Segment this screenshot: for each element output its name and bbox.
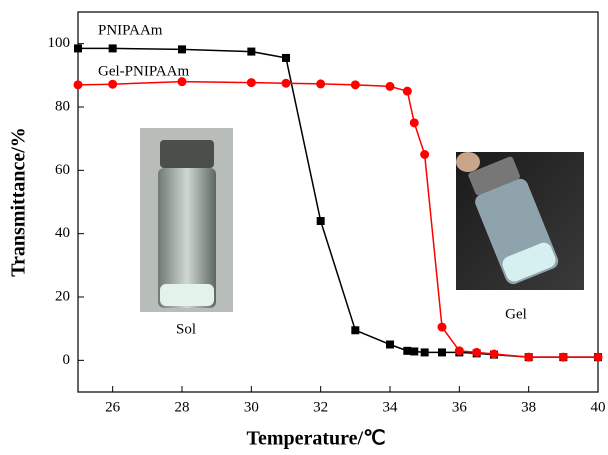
data-point — [316, 79, 326, 89]
data-point — [351, 326, 360, 335]
x-tick-label: 36 — [452, 399, 468, 415]
plot-frame — [77, 11, 599, 393]
data-point — [281, 78, 291, 88]
y-tick-label: 20 — [55, 288, 70, 304]
y-tick-label: 40 — [55, 225, 70, 241]
data-point — [409, 118, 419, 128]
y-tick-label: 100 — [48, 35, 71, 51]
y-tick-label: 60 — [55, 162, 70, 178]
data-point — [558, 352, 568, 362]
data-point — [385, 81, 395, 91]
data-point — [247, 47, 256, 56]
data-point — [420, 150, 430, 159]
data-point — [472, 347, 482, 357]
data-point — [403, 346, 412, 355]
x-tick-label: 34 — [383, 399, 399, 415]
data-point — [108, 44, 117, 53]
data-point — [282, 53, 290, 62]
x-tick-label: 38 — [521, 399, 536, 415]
x-tick-label: 30 — [244, 399, 259, 415]
data-point — [489, 349, 499, 359]
data-point — [316, 217, 325, 225]
series-line — [77, 80, 598, 358]
data-point — [402, 86, 412, 96]
data-point — [386, 340, 394, 349]
data-point — [454, 346, 464, 356]
x-tick-label: 26 — [105, 399, 121, 415]
legend-label: PNIPAAm — [98, 22, 163, 38]
data-point — [410, 347, 419, 356]
data-point — [350, 80, 360, 90]
data-point — [177, 77, 187, 87]
data-point — [420, 348, 429, 357]
annotation: Sol — [176, 321, 196, 337]
data-point — [438, 348, 446, 357]
x-axis-title: Temperature/℃ — [246, 428, 385, 450]
y-axis-title: Transmittance/% — [8, 127, 30, 277]
data-point — [73, 80, 83, 90]
x-tick-label: 40 — [591, 399, 606, 415]
data-point — [524, 352, 534, 362]
annotation: Gel — [505, 306, 527, 322]
data-point — [108, 79, 118, 89]
gel-photo — [456, 152, 584, 290]
legend-label: Gel-PNIPAAm — [98, 63, 189, 79]
y-tick-label: 0 — [63, 352, 71, 368]
x-tick-label: 28 — [175, 399, 190, 415]
data-point — [437, 322, 447, 332]
sol-photo — [140, 128, 233, 312]
data-point — [178, 45, 186, 54]
data-point — [593, 352, 603, 362]
y-tick-label: 80 — [55, 98, 70, 114]
data-point — [74, 44, 82, 53]
x-tick-label: 32 — [313, 399, 328, 415]
data-point — [246, 78, 256, 88]
